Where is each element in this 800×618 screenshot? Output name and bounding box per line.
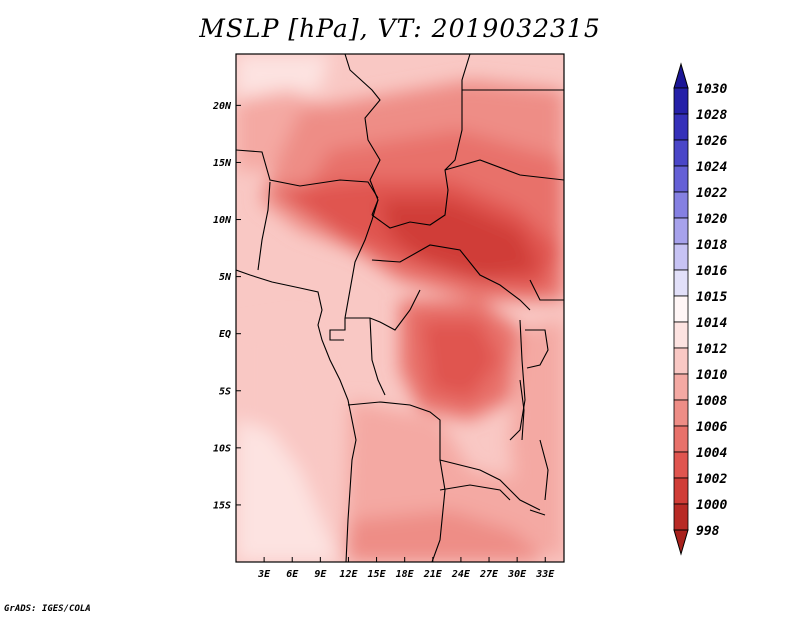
border-sudan-south [444,159,564,181]
lat-tick-label: 15S [213,500,231,511]
colorbar-box [673,451,689,479]
lon-tick-label: 6E [286,569,299,580]
border-car-south [371,244,531,311]
border-ssudan-uganda [529,279,564,301]
colorbar-box [673,503,689,531]
colorbar-box [673,139,689,167]
border-drc-east [509,319,526,441]
colorbar-box [673,269,689,297]
lon-tick-label: 3E [257,569,271,580]
border-niger-chad [344,54,381,216]
lon-tick-label: 30E [507,569,527,580]
field-zone-congo-core [420,320,500,400]
border-angola-east [347,401,446,562]
border-niger-nigeria [236,149,379,199]
colorbar-box [673,399,689,427]
colorbar-box [673,87,689,115]
colorbar-label: 1028 [696,108,727,123]
lon-tick-label: 12E [339,569,358,580]
colorbar-label: 1004 [696,446,727,461]
lon-tick-label: 27E [479,569,499,580]
lat-tick-label: 5S [219,386,231,397]
colorbar: 1030 1028 1026 1024 1022 1020 1018 1016 1015 1014… [673,62,727,556]
colorbar-box [673,373,689,401]
colorbar-label: 1024 [696,160,727,175]
colorbar-label: 1018 [696,238,727,253]
colorbar-bottom-arrow [673,529,689,556]
border-cameroon-west [344,199,379,319]
lake-tanganyika [519,379,525,441]
lon-tick-label: 9E [314,569,327,580]
colorbar-box [673,295,689,323]
lat-tick-label: 20N [212,101,232,112]
field-zone-s-strong [345,510,540,562]
colorbar-box [673,217,689,245]
colorbar-box [673,347,689,375]
colorbar-box [673,321,689,349]
colorbar-box [673,477,689,505]
colorbar-label: 1030 [696,82,727,97]
colorbar-label: 1022 [696,186,727,201]
lon-tick-label: 24E [451,569,471,580]
longitude-axis: 3E 6E 9E 12E 15E 18E 21E 24E 27E 30E 33E [257,557,555,580]
field-zone-sw-light [236,420,340,562]
colorbar-box [673,191,689,219]
latitude-axis: 20N 15N 10N 5N EQ 5S 10S 15S [212,101,241,511]
border-congo-north [345,289,421,331]
colorbar-label: 1012 [696,342,727,357]
lat-tick-label: 5N [219,272,232,283]
colorbar-label: 1002 [696,472,727,487]
lake-victoria [525,329,549,369]
border-eq-guinea [329,318,346,341]
colorbar-box [673,243,689,271]
colorbar-label: 1020 [696,212,727,227]
colorbar-label: 1015 [696,290,727,305]
map-title: MSLP [hPa], VT: 2019032315 [199,14,601,43]
colorbar-label: 1008 [696,394,727,409]
border-zambia-south [439,484,511,501]
border-benin [257,181,271,271]
pressure-field [236,54,564,562]
lon-tick-label: 33E [535,569,555,580]
border-chad-east [371,54,471,229]
colorbar-label: 1026 [696,134,727,149]
colorbar-label: 1006 [696,420,727,435]
lon-tick-label: 15E [368,569,387,580]
lake-malawi [539,439,549,501]
border-congo-drc [369,317,386,396]
borders [236,54,564,562]
colorbar-top-arrow [673,62,689,89]
colorbar-label: 1010 [696,368,727,383]
colorbar-label: 998 [696,524,720,539]
coastline-west [236,269,357,562]
lat-tick-label: 10N [213,215,232,226]
lon-tick-label: 18E [396,569,415,580]
field-zone-core [380,200,540,280]
colorbar-box [673,165,689,193]
lon-tick-label: 21E [423,569,443,580]
colorbar-box [673,113,689,141]
lat-tick-label: 15N [213,158,232,169]
credit-label: GrADS: IGES/COLA [4,604,91,614]
lat-tick-label: EQ [219,329,231,340]
colorbar-label: 1014 [696,316,727,331]
colorbar-box [673,425,689,453]
map-frame [235,53,565,563]
colorbar-label: 1000 [696,498,727,513]
lat-tick-label: 10S [213,443,231,454]
border-zambia [439,459,541,511]
colorbar-label: 1016 [696,264,727,279]
border-mozambique [529,509,546,516]
